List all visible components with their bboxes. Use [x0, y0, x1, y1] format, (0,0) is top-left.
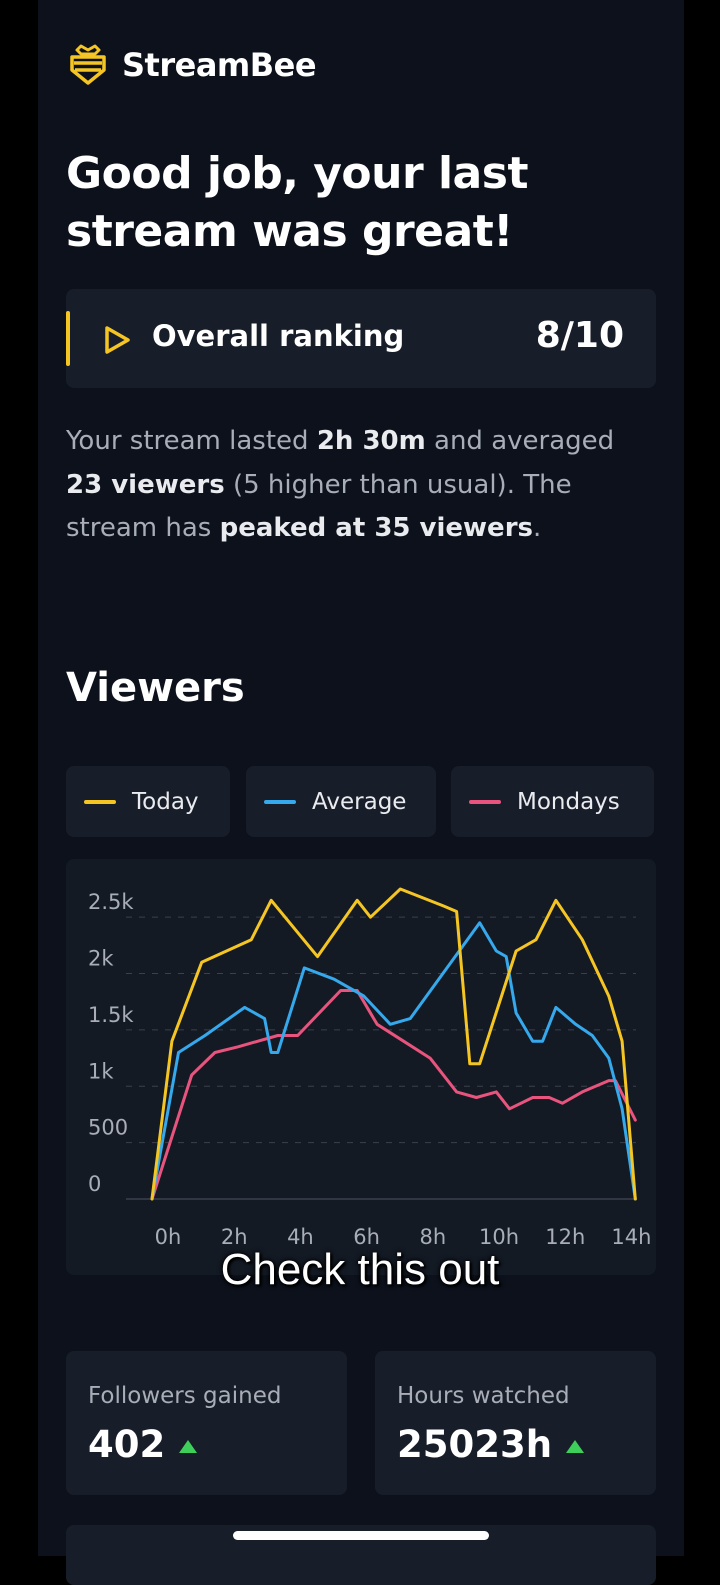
overall-ranking-card[interactable]: Overall ranking 8/10	[66, 289, 656, 388]
legend-label-today: Today	[132, 788, 199, 815]
peak-viewers: peaked at 35 viewers	[219, 513, 533, 543]
y-tick-label: 0	[88, 1172, 101, 1196]
legend-label-mondays: Mondays	[517, 788, 620, 815]
trend-up-icon	[566, 1440, 585, 1453]
app-screen: StreamBee Good job, your last stream was…	[38, 0, 684, 1585]
ranking-accent-bar	[66, 311, 70, 366]
hours-watched-label: Hours watched	[397, 1383, 570, 1409]
bee-logo-icon	[70, 44, 106, 85]
y-tick-label: 1k	[88, 1059, 114, 1083]
x-tick-label: 2h	[221, 1225, 248, 1249]
hours-watched-card[interactable]: Hours watched 25023h	[375, 1351, 656, 1495]
stream-summary: Your stream lasted 2h 30m and averaged 2…	[66, 426, 615, 543]
home-indicator[interactable]	[233, 1531, 489, 1540]
viewers-chart: 0 500 1k 1.5k 2k 2.5k 0h 2h 4h 6h 8h 10h 12h 14h	[66, 859, 656, 1275]
stream-duration: 2h 30m	[316, 426, 426, 456]
x-tick-label: 4h	[287, 1225, 314, 1249]
followers-gained-card[interactable]: Followers gained 402	[66, 1351, 347, 1495]
app-name: StreamBee	[122, 46, 317, 84]
y-tick-label: 500	[88, 1116, 128, 1140]
series-line-mondays	[150, 989, 637, 1201]
viewers-chart-svg: 0 500 1k 1.5k 2k 2.5k 0h 2h 4h 6h 8h 10h 12h 14h	[88, 887, 651, 1249]
x-tick-label: 0h	[155, 1225, 182, 1249]
legend-swatch-mondays	[469, 799, 501, 804]
y-tick-label: 1.5k	[88, 1003, 134, 1027]
followers-gained-label: Followers gained	[88, 1383, 282, 1409]
legend-today[interactable]: Today	[66, 766, 230, 837]
legend-label-average: Average	[312, 788, 407, 815]
followers-gained-value: 402	[88, 1423, 166, 1466]
brand[interactable]: StreamBee	[66, 40, 317, 90]
hours-watched-value: 25023h	[397, 1423, 553, 1466]
legend-mondays[interactable]: Mondays	[451, 766, 654, 837]
ranking-label: Overall ranking	[152, 319, 405, 353]
headline: Good job, your last stream was great!	[66, 148, 528, 257]
y-tick-label: 2k	[88, 947, 114, 971]
viewers-title: Viewers	[66, 665, 245, 711]
x-tick-label: 10h	[479, 1225, 519, 1249]
video-caption: Check this out	[220, 1245, 500, 1294]
followers-gained-value-row: 402	[88, 1423, 198, 1466]
x-tick-label: 14h	[611, 1225, 651, 1249]
x-tick-label: 6h	[353, 1225, 380, 1249]
legend-average[interactable]: Average	[246, 766, 436, 837]
ranking-value: 8/10	[535, 315, 624, 356]
x-tick-label: 8h	[419, 1225, 446, 1249]
legend-swatch-today	[84, 799, 116, 804]
play-icon	[105, 326, 130, 354]
y-tick-label: 2.5k	[88, 890, 134, 914]
series-line-average	[150, 921, 637, 1201]
average-viewers: 23 viewers	[66, 469, 225, 500]
legend-swatch-average	[264, 799, 296, 804]
series-line-today	[150, 887, 637, 1201]
hours-watched-value-row: 25023h	[397, 1423, 585, 1466]
x-tick-label: 12h	[545, 1225, 585, 1249]
trend-up-icon	[179, 1440, 198, 1453]
